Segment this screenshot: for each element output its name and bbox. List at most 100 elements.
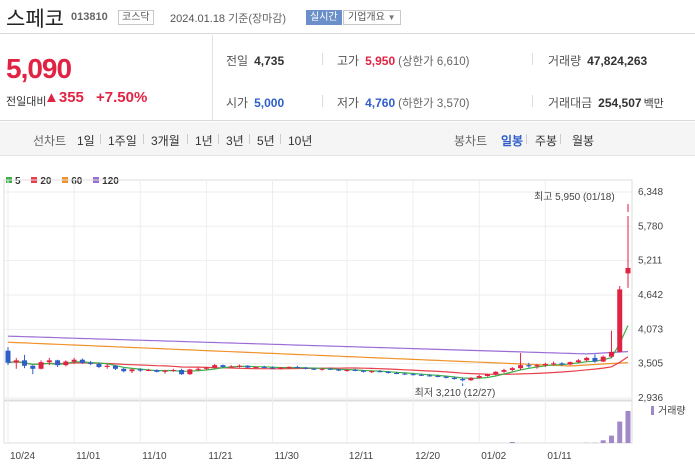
candle-body xyxy=(38,362,44,369)
candle-body xyxy=(451,377,457,380)
candle-body xyxy=(344,369,350,371)
tab-1d[interactable]: 1일 xyxy=(77,134,95,148)
candle-body xyxy=(427,375,433,377)
candle-body xyxy=(567,362,573,365)
candle-body xyxy=(493,371,499,375)
price-panel xyxy=(3,179,633,401)
date-value: 2024.01.18 xyxy=(170,13,226,25)
caret-down-icon: ▼ xyxy=(387,13,396,22)
candle-body xyxy=(559,363,565,365)
y-tick-label: 2,936 xyxy=(638,393,663,404)
tab-1y[interactable]: 1년 xyxy=(195,134,213,148)
candle-body xyxy=(518,365,524,369)
tab-3y[interactable]: 3년 xyxy=(226,134,244,148)
tab-3m[interactable]: 3개월 xyxy=(151,134,180,148)
candle-body xyxy=(303,367,309,369)
legend-label: 20 xyxy=(40,176,52,187)
tab-10y[interactable]: 10년 xyxy=(288,134,313,148)
amount-unit: 백만 xyxy=(643,98,664,110)
amount-value: 254,507 xyxy=(598,96,642,110)
chart-grid xyxy=(3,179,633,444)
candle-body xyxy=(468,377,474,381)
x-tick-label: 11/10 xyxy=(142,451,167,462)
upper-limit: (상한가 6,610) xyxy=(398,56,470,68)
candle-body xyxy=(377,371,383,373)
high-annotation: 최고 5,950 (01/18) xyxy=(534,191,615,203)
candle-body xyxy=(311,368,317,370)
candle-body xyxy=(187,369,193,375)
stock-name: 스페코 xyxy=(6,7,64,31)
volume-bars xyxy=(509,411,631,443)
candle-body xyxy=(22,360,28,366)
change-amount: ▲355 xyxy=(44,89,84,106)
candle-body xyxy=(360,370,366,372)
volume-label: 거래량 xyxy=(548,54,582,68)
line-chart-label: 선차트 xyxy=(33,134,67,148)
candle-body xyxy=(592,357,598,362)
tab-weekly[interactable]: 주봉 xyxy=(535,134,558,148)
tab-daily[interactable]: 일봉 xyxy=(501,134,524,148)
candle-body xyxy=(394,373,400,375)
change-amount-value: 355 xyxy=(58,89,84,106)
prev-close-value: 4,735 xyxy=(254,54,285,68)
prev-close: 전일 4,735 xyxy=(226,52,284,69)
divider xyxy=(526,134,527,144)
tab-1w[interactable]: 1주일 xyxy=(108,134,137,148)
y-tick-label: 3,505 xyxy=(638,359,663,370)
volume-bar xyxy=(625,411,631,443)
candle-body xyxy=(203,367,209,369)
volume-value: 47,824,263 xyxy=(587,54,648,68)
realtime-button[interactable]: 실시간 xyxy=(306,10,342,25)
divider xyxy=(212,35,213,121)
as-of-date: 2024.01.18 기준(장마감) xyxy=(170,10,286,26)
stock-header: 스페코 013810 코스닥 2024.01.18 기준(장마감) 실시간 기업… xyxy=(0,0,695,34)
current-price: 5,090 xyxy=(6,53,72,84)
open-label: 시가 xyxy=(226,96,249,110)
high-price: 고가 5,950 (상한가 6,610) xyxy=(337,52,470,69)
candle-body xyxy=(55,360,61,366)
candle-body xyxy=(617,289,623,352)
ma120-line xyxy=(7,335,629,355)
candle-body xyxy=(154,369,160,372)
tab-monthly[interactable]: 월봉 xyxy=(572,134,595,148)
candle-body xyxy=(236,365,242,367)
ma60-line xyxy=(7,341,629,367)
open-value: 5,000 xyxy=(254,96,285,110)
candle-body xyxy=(79,359,85,363)
volume-bar xyxy=(608,435,614,443)
divider xyxy=(560,134,561,144)
y-tick-label: 5,780 xyxy=(638,221,663,232)
divider xyxy=(218,134,219,144)
candle-body xyxy=(146,369,152,371)
change-label: 전일대비 xyxy=(6,96,47,108)
company-info-dropdown[interactable]: 기업개요 ▼ xyxy=(343,10,401,25)
legend-label: 5 xyxy=(15,176,21,187)
candle-body xyxy=(270,367,276,369)
volume-bar xyxy=(617,421,623,443)
candle-body xyxy=(501,369,507,372)
candle-body xyxy=(319,368,325,370)
candle-body xyxy=(228,366,234,368)
x-tick-label: 11/21 xyxy=(208,451,233,462)
candle-body xyxy=(352,369,358,371)
candle-body xyxy=(286,366,292,368)
x-axis-labels: 10/24 11/01 11/10 11/21 11/30 12/11 12/20 01/02… xyxy=(10,451,572,462)
tab-5y[interactable]: 5년 xyxy=(257,134,275,148)
low-annotation: 최저 3,210 (12/27) xyxy=(415,387,496,399)
x-tick-label: 01/02 xyxy=(481,451,506,462)
y-tick-label: 5,211 xyxy=(638,256,663,267)
divider xyxy=(280,134,281,144)
volume-bar xyxy=(600,440,606,443)
candle-body xyxy=(509,368,515,370)
divider xyxy=(187,134,188,144)
candle-body xyxy=(575,360,581,363)
divider xyxy=(143,134,144,144)
x-tick-label: 12/11 xyxy=(349,451,374,462)
candle-body xyxy=(30,365,36,369)
candle-body xyxy=(46,360,52,363)
candle-body xyxy=(534,365,540,367)
chart-tabs: 선차트 1일 1주일 3개월 1년 3년 5년 10년 봉차트 일봉 주봉 월봉 xyxy=(0,122,695,156)
candle-body xyxy=(5,350,11,363)
